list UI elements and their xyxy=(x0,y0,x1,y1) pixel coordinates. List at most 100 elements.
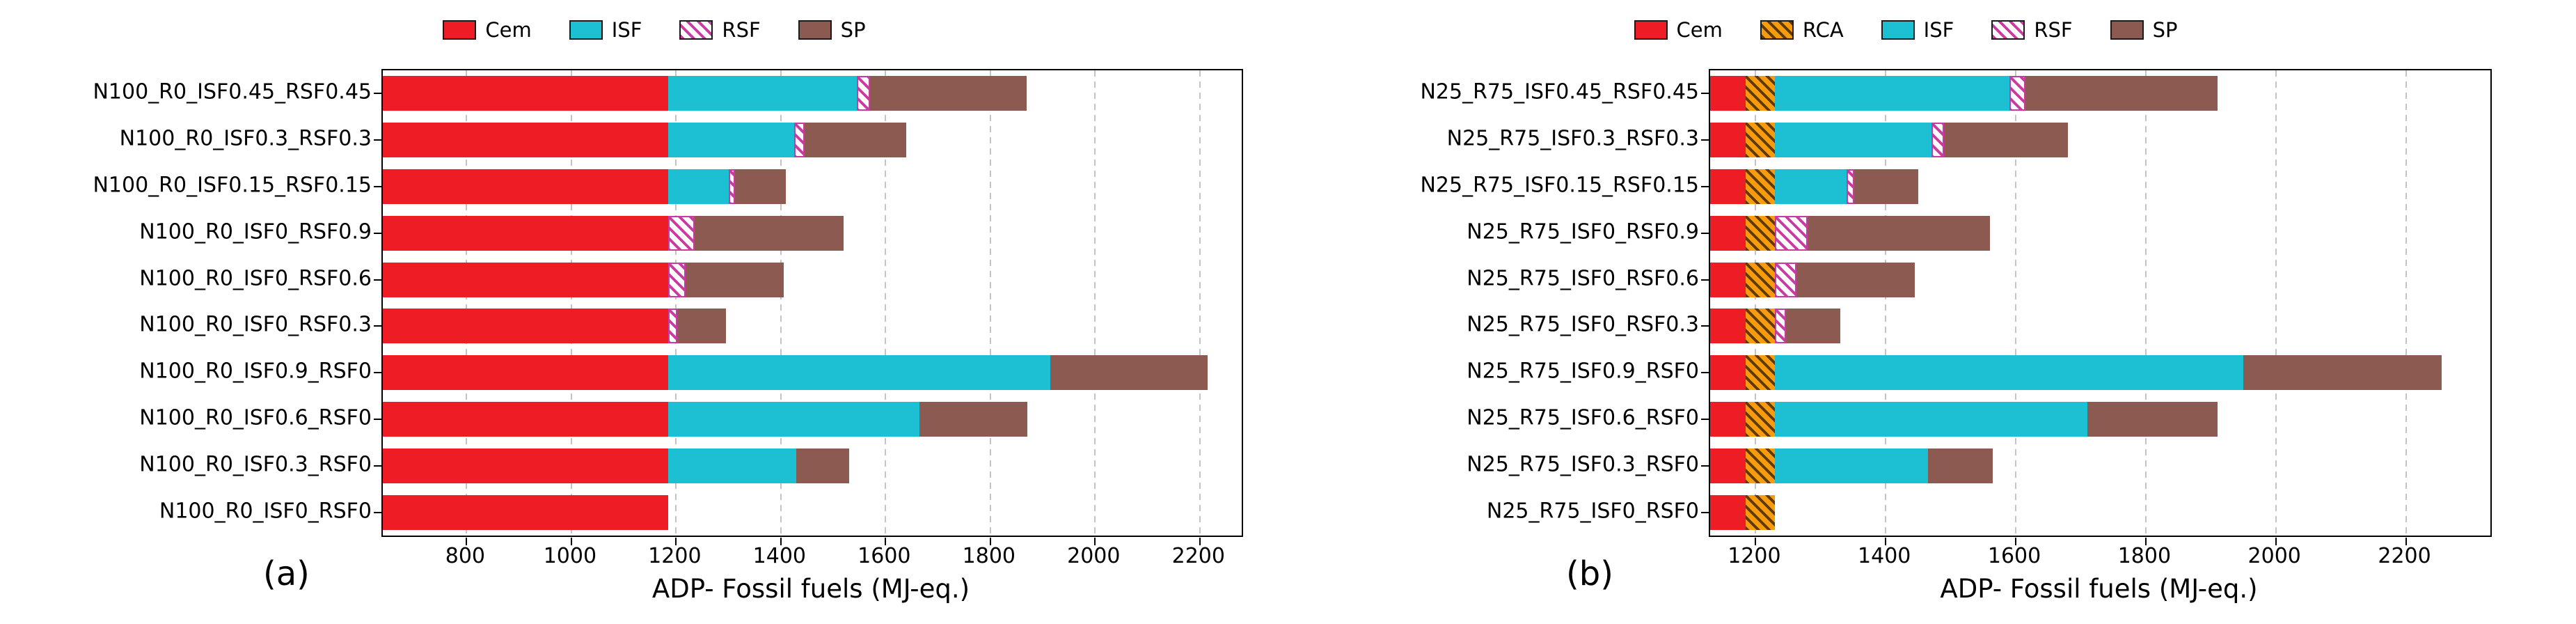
y-category-label: N25_R75_ISF0_RSF0.3 xyxy=(1467,312,1699,337)
legend-b: Cem RCA ISF RSF SP xyxy=(1288,13,2524,47)
x-tick-mark xyxy=(466,538,468,545)
x-tick-label: 1600 xyxy=(1987,544,2041,568)
bar-segment-sp xyxy=(1796,262,1915,297)
bar-segment-cem xyxy=(383,401,669,437)
y-category-label: N100_R0_ISF0_RSF0.3 xyxy=(139,312,372,337)
bar-segment-sp xyxy=(1854,169,1918,205)
x-tick-mark xyxy=(1199,538,1201,545)
legend-item-cem: Cem xyxy=(1634,18,1723,42)
gridline xyxy=(2144,70,2147,536)
bar-segment-isf xyxy=(1775,401,2087,437)
bar-segment-isf xyxy=(668,123,794,158)
bar-segment-rsf xyxy=(1775,262,1797,297)
y-category-label: N100_R0_ISF0_RSF0 xyxy=(159,499,372,524)
y-category-label: N25_R75_ISF0.45_RSF0.45 xyxy=(1420,79,1699,104)
bar-segment-cem xyxy=(383,76,669,111)
bar-segment-sp xyxy=(694,215,844,251)
bar-segment-cem xyxy=(383,262,669,297)
bars-layer xyxy=(383,70,1242,536)
x-tick-mark xyxy=(2015,538,2017,545)
x-tick-label: 1200 xyxy=(1728,544,1781,568)
y-tick-mark xyxy=(1701,139,1709,141)
legend-label-isf: ISF xyxy=(1923,18,1954,42)
legend-item-cem: Cem xyxy=(443,18,532,42)
x-tick-mark xyxy=(780,538,782,545)
x-axis-tick-labels-b: 1200 1400 1600 1800 2000 2200 xyxy=(1709,544,2489,572)
y-category-label: N100_R0_ISF0.3_RSF0.3 xyxy=(119,126,372,151)
y-category-label: N100_R0_ISF0.45_RSF0.45 xyxy=(93,79,372,104)
grid-layer xyxy=(383,70,1242,536)
x-tick-mark xyxy=(2144,538,2147,545)
bar-segment-rsf xyxy=(668,262,686,297)
y-category-label: N25_R75_ISF0.3_RSF0.3 xyxy=(1446,126,1699,151)
bar-segment-sp xyxy=(677,309,726,344)
y-category-label: N100_R0_ISF0.3_RSF0 xyxy=(139,452,372,477)
y-tick-mark xyxy=(374,93,381,95)
bar-segment-cem xyxy=(383,494,669,530)
bar-segment-cem xyxy=(1710,215,1746,251)
legend-label-rsf: RSF xyxy=(2034,18,2073,42)
y-category-label: N25_R75_ISF0_RSF0.9 xyxy=(1467,219,1699,244)
bar-segment-isf xyxy=(1775,76,2009,111)
bar-segment-rca xyxy=(1746,494,1776,530)
x-tick-label: 1400 xyxy=(752,544,807,568)
bar-segment-sp xyxy=(1050,355,1208,391)
legend-label-cem: Cem xyxy=(485,18,532,42)
y-category-label: N100_R0_ISF0_RSF0.9 xyxy=(139,219,372,244)
bar-segment-sp xyxy=(2087,401,2218,437)
bar-segment-isf xyxy=(1775,448,1928,483)
bar-segment-sp xyxy=(1808,215,1990,251)
y-tick-mark xyxy=(374,279,381,281)
gridline xyxy=(2275,70,2277,536)
gridline xyxy=(1199,70,1201,536)
y-category-label: N25_R75_ISF0.9_RSF0 xyxy=(1467,359,1699,384)
bar-segment-isf xyxy=(668,448,797,483)
y-category-label: N25_R75_ISF0_RSF0.6 xyxy=(1467,266,1699,291)
bar-segment-cem xyxy=(383,355,669,391)
bar-segment-isf xyxy=(668,76,857,111)
bar-segment-rsf xyxy=(668,309,677,344)
y-tick-mark xyxy=(374,465,381,467)
bar-segment-rsf xyxy=(668,215,695,251)
legend-swatch-rsf-icon xyxy=(679,20,713,40)
gridline xyxy=(2015,70,2017,536)
bar-segment-cem xyxy=(383,123,669,158)
bar-segment-sp xyxy=(919,401,1027,437)
gridline xyxy=(780,70,782,536)
x-axis-title-b: ADP- Fossil fuels (MJ-eq.) xyxy=(1940,574,2258,604)
x-tick-mark xyxy=(1094,538,1096,545)
plot-area-b xyxy=(1701,69,2492,545)
bar-segment-rca xyxy=(1746,448,1776,483)
bar-segment-cem xyxy=(1710,494,1746,530)
panel-label-b: (b) xyxy=(1566,554,1613,593)
bar-segment-sp xyxy=(869,76,1027,111)
legend-swatch-rca-icon xyxy=(1760,20,1794,40)
plot-area-a xyxy=(374,69,1243,545)
y-tick-mark xyxy=(1701,186,1709,187)
y-tick-mark xyxy=(1701,279,1709,281)
y-tick-mark xyxy=(374,139,381,141)
x-tick-label: 2200 xyxy=(1171,544,1225,568)
bar-segment-rca xyxy=(1746,169,1776,205)
gridline xyxy=(2405,70,2407,536)
legend-item-isf: ISF xyxy=(1881,18,1954,42)
gridline xyxy=(989,70,991,536)
x-axis-title-a: ADP- Fossil fuels (MJ-eq.) xyxy=(651,574,970,604)
y-tick-mark xyxy=(374,232,381,234)
bar-segment-cem xyxy=(383,215,669,251)
bars-layer xyxy=(1710,70,2490,536)
bar-segment-cem xyxy=(1710,355,1746,391)
y-category-label: N25_R75_ISF0.3_RSF0 xyxy=(1467,452,1699,477)
bar-segment-cem xyxy=(1710,262,1746,297)
y-category-label: N100_R0_ISF0.15_RSF0.15 xyxy=(93,173,372,198)
chart-panel-a: Cem ISF RSF SP N100_R0_ISF0.45_RSF0.45 N100_… xyxy=(93,18,1243,604)
y-category-label: N100_R0_ISF0.6_RSF0 xyxy=(139,405,372,430)
bar-segment-sp xyxy=(804,123,907,158)
x-tick-mark xyxy=(2275,538,2277,545)
y-category-label: N100_R0_ISF0.9_RSF0 xyxy=(139,359,372,384)
y-category-label: N25_R75_ISF0.15_RSF0.15 xyxy=(1420,173,1699,198)
x-tick-label: 2200 xyxy=(2378,544,2431,568)
y-tick-mark xyxy=(1701,419,1709,420)
x-tick-label: 1600 xyxy=(858,544,911,568)
x-tick-mark xyxy=(1755,538,1757,545)
